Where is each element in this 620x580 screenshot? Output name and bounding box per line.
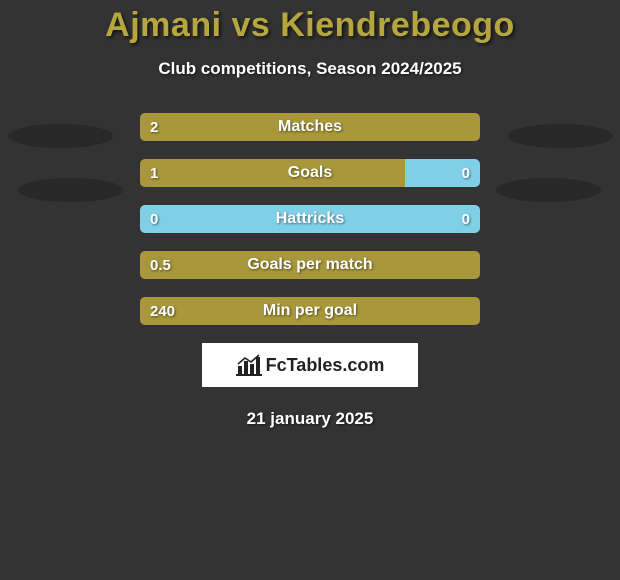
stat-value-left: 2 — [140, 113, 168, 141]
stat-value-right — [460, 113, 480, 141]
date-line: 21 january 2025 — [0, 409, 620, 429]
stat-row: Goals per match0.5 — [0, 251, 620, 279]
page-title: Ajmani vs Kiendrebeogo — [0, 0, 620, 45]
stat-bar-track: Goals per match0.5 — [140, 251, 480, 279]
subtitle: Club competitions, Season 2024/2025 — [0, 59, 620, 79]
stat-label: Goals per match — [140, 251, 480, 279]
stat-value-left: 1 — [140, 159, 168, 187]
stat-label: Matches — [140, 113, 480, 141]
stat-value-right: 0 — [452, 205, 480, 233]
side-shadow — [8, 124, 113, 148]
stat-value-left: 0.5 — [140, 251, 181, 279]
stat-value-left: 0 — [140, 205, 168, 233]
stat-value-right — [460, 251, 480, 279]
logo-text: FcTables.com — [266, 355, 385, 376]
stat-value-right: 0 — [452, 159, 480, 187]
stat-label: Min per goal — [140, 297, 480, 325]
stat-bar-track: Min per goal240 — [140, 297, 480, 325]
stat-value-left: 240 — [140, 297, 185, 325]
stat-bar-track: Goals1 0 — [140, 159, 480, 187]
stat-bar-track: Matches2 — [140, 113, 480, 141]
side-shadow — [18, 178, 123, 202]
stat-label: Hattricks — [140, 205, 480, 233]
stat-label: Goals — [140, 159, 480, 187]
stat-bar-track: Hattricks0 0 — [140, 205, 480, 233]
stat-value-right — [460, 297, 480, 325]
stat-row: Min per goal240 — [0, 297, 620, 325]
side-shadow — [496, 178, 601, 202]
site-logo: FcTables.com — [202, 343, 418, 387]
stat-row: Hattricks0 0 — [0, 205, 620, 233]
chart-icon — [236, 354, 262, 376]
side-shadow — [508, 124, 613, 148]
